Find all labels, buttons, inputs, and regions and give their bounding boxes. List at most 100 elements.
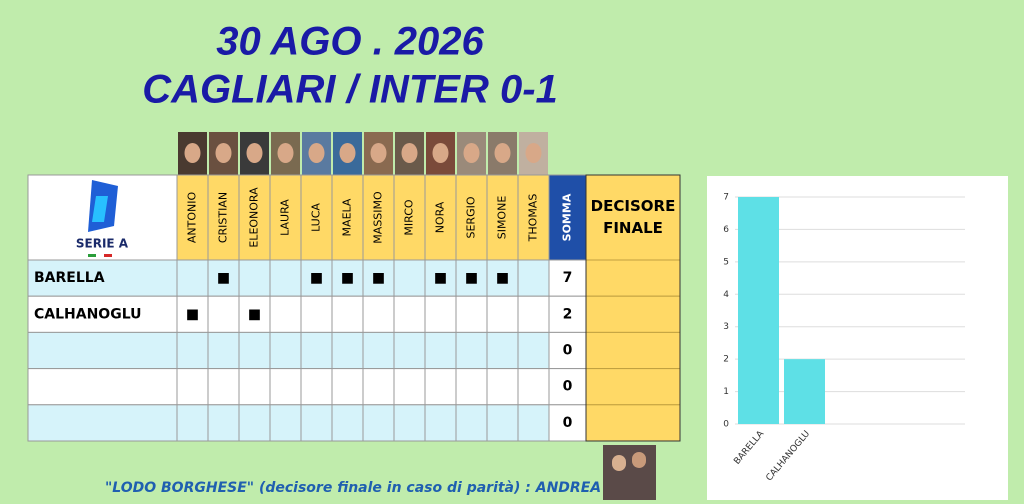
- photo-face: [370, 143, 387, 163]
- column-name: MASSIMO: [372, 191, 385, 244]
- decider-cell: [585, 404, 681, 442]
- sum-value: 2: [563, 306, 573, 322]
- vote-mark: ■: [465, 270, 478, 286]
- cell: [238, 259, 271, 297]
- column-header: [207, 174, 240, 261]
- sum-cell: [548, 259, 587, 297]
- cell: [393, 368, 426, 406]
- cell: [517, 331, 550, 370]
- row-label-cell: [27, 331, 178, 370]
- vote-mark: ■: [372, 270, 385, 286]
- cell: [207, 259, 240, 297]
- sum-header-text: SOMMA: [561, 193, 574, 241]
- logo-flag: [96, 254, 104, 257]
- logo-flag: [104, 254, 112, 257]
- cell: [331, 368, 364, 406]
- column-name: SIMONE: [496, 196, 509, 240]
- y-tick-label: 7: [723, 193, 729, 203]
- photo-face: [525, 143, 542, 163]
- photo-face: [494, 143, 511, 163]
- bar: [784, 359, 825, 424]
- decider-cell: [585, 295, 681, 333]
- cell: [455, 295, 488, 333]
- cell: [238, 331, 271, 370]
- vote-mark: ■: [496, 270, 509, 286]
- photo-face: [612, 455, 626, 471]
- column-name: CRISTIAN: [217, 192, 230, 243]
- cell: [207, 331, 240, 370]
- row-label-cell: [27, 295, 178, 333]
- cell: [393, 295, 426, 333]
- cell: [300, 368, 333, 406]
- cell: [455, 404, 488, 442]
- column-header: [517, 174, 550, 261]
- photo-face: [184, 143, 201, 163]
- row-label-cell: [27, 259, 178, 297]
- cell: [331, 404, 364, 442]
- vote-mark: ■: [186, 306, 199, 322]
- cell: [393, 404, 426, 442]
- cell: [424, 331, 457, 370]
- cell: [393, 259, 426, 297]
- cell: [455, 259, 488, 297]
- vote-mark: ■: [341, 270, 354, 286]
- vote-mark: ■: [248, 306, 261, 322]
- decider-header: [585, 174, 681, 261]
- vote-mark: ■: [217, 270, 230, 286]
- row-label-cell: [27, 404, 178, 442]
- column-header: [455, 174, 488, 261]
- cell: [300, 259, 333, 297]
- row-label: BARELLA: [34, 270, 105, 286]
- cell: [455, 331, 488, 370]
- y-tick-label: 3: [723, 322, 729, 332]
- cell: [269, 404, 302, 442]
- cell: [176, 331, 209, 370]
- photo-face: [401, 143, 418, 163]
- column-name: ELEONORA: [248, 187, 261, 248]
- cell: [269, 368, 302, 406]
- cell: [486, 295, 519, 333]
- sum-value: 0: [563, 379, 573, 395]
- cell: [269, 259, 302, 297]
- decider-cell: [585, 368, 681, 406]
- photo-face: [632, 452, 646, 468]
- footer-text: "LODO BORGHESE" (decisore finale in caso…: [105, 480, 601, 496]
- column-name: ANTONIO: [186, 192, 199, 244]
- photo-face: [277, 143, 294, 163]
- decider-cell: [585, 331, 681, 370]
- title-line: 30 AGO . 2026: [216, 20, 484, 64]
- cell: [331, 331, 364, 370]
- cell: [269, 331, 302, 370]
- cell: [517, 295, 550, 333]
- column-name: MIRCO: [403, 199, 416, 236]
- cell: [300, 331, 333, 370]
- photo-face: [432, 143, 449, 163]
- photo-face: [215, 143, 232, 163]
- y-tick-label: 4: [723, 290, 729, 300]
- y-tick-label: 6: [723, 225, 729, 235]
- sum-value: 7: [563, 270, 573, 286]
- cell: [238, 404, 271, 442]
- cell: [207, 368, 240, 406]
- decider-header-text: DECISORE FINALE: [591, 197, 676, 237]
- y-tick-label: 1: [723, 387, 729, 397]
- decider-cell: [585, 259, 681, 297]
- column-header: [393, 174, 426, 261]
- sum-cell: [548, 295, 587, 333]
- photo-face: [246, 143, 263, 163]
- cell: [176, 259, 209, 297]
- photo-face: [339, 143, 356, 163]
- column-name: LUCA: [310, 203, 323, 232]
- cell: [238, 295, 271, 333]
- cell: [176, 404, 209, 442]
- cell: [517, 404, 550, 442]
- cell: [362, 259, 395, 297]
- title-line: CAGLIARI / INTER 0-1: [142, 68, 558, 112]
- cell: [424, 368, 457, 406]
- column-name: NORA: [434, 201, 447, 233]
- cell: [207, 295, 240, 333]
- cell: [517, 368, 550, 406]
- cell: [331, 259, 364, 297]
